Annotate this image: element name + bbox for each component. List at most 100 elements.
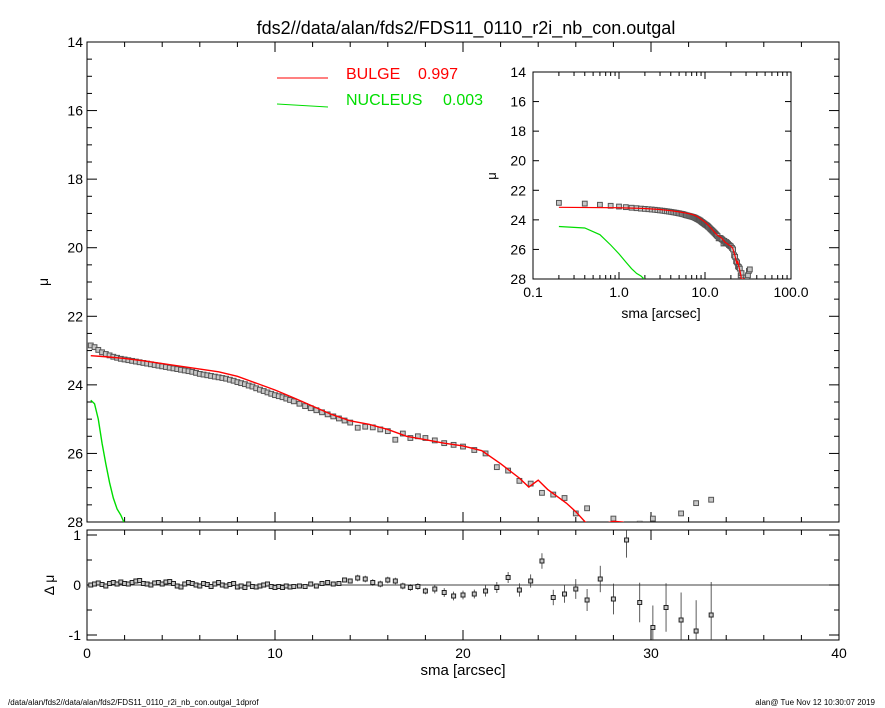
main-data-point <box>584 505 590 512</box>
inset-x-ticks: 0.1 1.0 10.0 100.0 <box>523 72 809 300</box>
inset-bulge-model-line <box>558 206 745 279</box>
main-y-axis-label: μ <box>35 278 51 286</box>
inset-y-tick-label: 20 <box>510 153 526 169</box>
inset-x-tick-label: 0.1 <box>523 284 543 300</box>
residual-point <box>362 576 368 582</box>
inset-plot-frame <box>532 71 792 280</box>
main-data-point <box>296 400 303 407</box>
main-y-tick-label: 24 <box>67 377 83 393</box>
residual-point <box>505 575 511 580</box>
inset-y-ticks: 14 16 18 20 22 24 26 28 <box>510 64 791 287</box>
residual-point <box>400 583 406 589</box>
inset-data-point <box>742 280 747 285</box>
residual-x-axis-label: sma [arcsec] <box>420 662 505 679</box>
inset-y-tick-label: 16 <box>510 94 526 110</box>
residual-point <box>494 585 500 590</box>
residual-point <box>422 588 428 594</box>
residual-x-ticks: 0 10 20 30 40 <box>83 530 847 661</box>
chart-title: fds2//data/alan/fds2/FDS11_0110_r2i_nb_c… <box>257 18 676 39</box>
inset-data-point <box>581 200 588 207</box>
main-y-tick-label: 20 <box>67 240 83 256</box>
main-data-point <box>392 436 399 443</box>
inset-data-point <box>622 204 629 211</box>
main-data-point <box>708 496 715 503</box>
inset-y-axis-label: μ <box>484 172 499 180</box>
legend: BULGE 0.997 NUCLEUS 0.003 <box>276 66 483 109</box>
residual-point <box>242 585 248 590</box>
residual-point <box>308 581 314 587</box>
residual-point <box>291 584 297 589</box>
main-data-point <box>664 523 669 528</box>
nucleus-model-line <box>90 399 125 522</box>
residual-point <box>693 628 699 634</box>
main-data-point <box>362 423 369 430</box>
residual-point <box>516 587 522 593</box>
residual-point <box>137 578 143 583</box>
main-data-point <box>302 403 308 410</box>
residual-x-tick-label: 0 <box>83 645 91 661</box>
residual-point <box>451 593 457 599</box>
residual-point <box>178 584 184 590</box>
inset-data-point <box>597 201 603 208</box>
residual-point <box>650 625 656 630</box>
legend-label-bulge: BULGE <box>346 66 400 83</box>
main-plot-area <box>87 342 715 528</box>
main-data-point <box>678 510 684 517</box>
residual-plot-area <box>87 530 839 640</box>
main-data-point <box>598 523 603 528</box>
residual-point <box>407 585 413 590</box>
legend-label-nucleus: NUCLEUS <box>346 92 422 109</box>
residual-y-tick-label: 0 <box>73 577 81 593</box>
residual-point <box>370 580 376 585</box>
main-y-tick-label: 14 <box>67 34 83 50</box>
inset-background <box>528 68 792 280</box>
main-data-point <box>539 489 545 496</box>
residual-point <box>377 581 383 587</box>
residual-point <box>528 578 534 584</box>
main-data-point <box>561 495 568 501</box>
main-y-ticks: 14 16 18 20 22 24 26 28 <box>67 34 839 530</box>
inset-data-point <box>555 199 562 206</box>
inset-plot-area <box>555 199 753 285</box>
residual-point <box>597 576 603 582</box>
residual-point <box>330 581 336 587</box>
residual-point <box>441 590 447 595</box>
main-y-tick-label: 16 <box>67 103 83 119</box>
residual-x-tick-label: 40 <box>831 645 847 661</box>
residual-point <box>708 612 714 618</box>
main-data-point <box>290 398 297 405</box>
bulge-model-line <box>90 355 625 522</box>
main-y-tick-label: 26 <box>67 445 83 461</box>
legend-value-bulge: 0.997 <box>418 66 458 83</box>
inset-data-point <box>744 277 750 279</box>
residual-point <box>562 591 568 597</box>
residual-point <box>319 581 325 586</box>
residual-panel: 10-1 0 10 20 30 40 Δ μ sma [arcsec] <box>41 527 847 679</box>
residual-y-tick-label: 1 <box>73 527 81 543</box>
residual-point <box>336 581 342 586</box>
residual-point <box>342 577 348 583</box>
main-data-point <box>354 424 361 431</box>
inset-y-tick-label: 28 <box>510 271 526 287</box>
residual-point <box>471 591 477 597</box>
inset-x-axis-label: sma [arcsec] <box>621 305 700 321</box>
residual-point <box>584 597 590 603</box>
residual-point <box>663 605 669 610</box>
footer-user-timestamp: alan@ Tue Nov 12 10:30:07 2019 <box>755 698 875 707</box>
inset-y-tick-label: 22 <box>510 182 526 198</box>
inset-x-tick-label: 1.0 <box>609 284 629 300</box>
residual-point <box>392 578 398 584</box>
residual-point <box>637 600 643 605</box>
residual-point <box>355 575 361 581</box>
inset-nucleus-model-line <box>558 225 645 279</box>
inset-y-tick-label: 18 <box>510 123 526 139</box>
inset-x-tick-label: 100.0 <box>773 284 808 300</box>
main-data-point <box>693 500 700 507</box>
residual-point <box>460 592 466 598</box>
residual-point <box>573 586 579 592</box>
inset-data-point <box>616 203 622 210</box>
residual-y-tick-label: -1 <box>69 627 82 643</box>
residual-x-tick-label: 10 <box>267 645 283 661</box>
main-y-tick-label: 28 <box>67 514 83 530</box>
